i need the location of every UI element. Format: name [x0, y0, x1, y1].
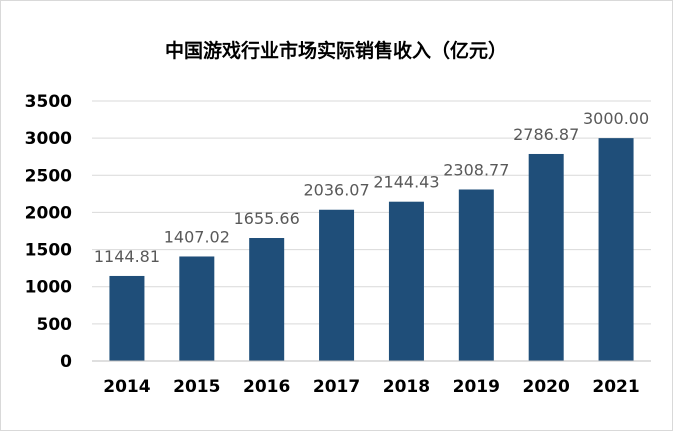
x-tick-label-2017: 2017 — [313, 377, 360, 397]
x-axis-ticks: 2014 2015 2016 2017 2018 2019 2020 2021 — [103, 377, 639, 397]
data-label-2020: 2786.87 — [513, 125, 579, 144]
y-tick-label: 0 — [60, 352, 72, 372]
x-tick-label-2015: 2015 — [173, 377, 220, 397]
x-tick-label-2014: 2014 — [103, 377, 150, 397]
x-tick-label-2020: 2020 — [523, 377, 570, 397]
y-tick-label: 2500 — [25, 166, 72, 186]
data-label-2019: 2308.77 — [443, 160, 509, 179]
bar-2016 — [249, 238, 285, 361]
y-tick-label: 1000 — [25, 278, 72, 298]
chart-title: 中国游戏行业市场实际销售收入（亿元） — [165, 39, 507, 62]
bar-2018 — [388, 201, 424, 361]
bar-2015 — [179, 256, 215, 361]
y-tick-label: 3000 — [25, 129, 72, 149]
bars — [109, 138, 634, 361]
data-label-2014: 1144.81 — [94, 247, 160, 266]
data-label-2017: 2036.07 — [303, 181, 369, 200]
data-label-2016: 1655.66 — [234, 209, 300, 228]
bar-2017 — [319, 209, 355, 361]
bar-2019 — [458, 189, 494, 361]
x-tick-label-2021: 2021 — [592, 377, 639, 397]
bar-2020 — [528, 153, 564, 361]
x-tick-label-2016: 2016 — [243, 377, 290, 397]
y-axis-ticks: 0 500 1000 1500 2000 2500 3000 3500 — [25, 92, 72, 372]
data-label-2015: 1407.02 — [164, 227, 230, 246]
y-tick-label: 2000 — [25, 203, 72, 223]
x-tick-label-2018: 2018 — [383, 377, 430, 397]
y-tick-label: 3500 — [25, 92, 72, 112]
bar-2021 — [598, 138, 634, 361]
data-label-2018: 2144.43 — [373, 173, 439, 192]
y-tick-label: 500 — [37, 315, 73, 335]
bar-2014 — [109, 275, 145, 361]
data-label-2021: 3000.00 — [583, 109, 649, 128]
y-tick-label: 1500 — [25, 241, 72, 261]
x-tick-label-2019: 2019 — [453, 377, 500, 397]
